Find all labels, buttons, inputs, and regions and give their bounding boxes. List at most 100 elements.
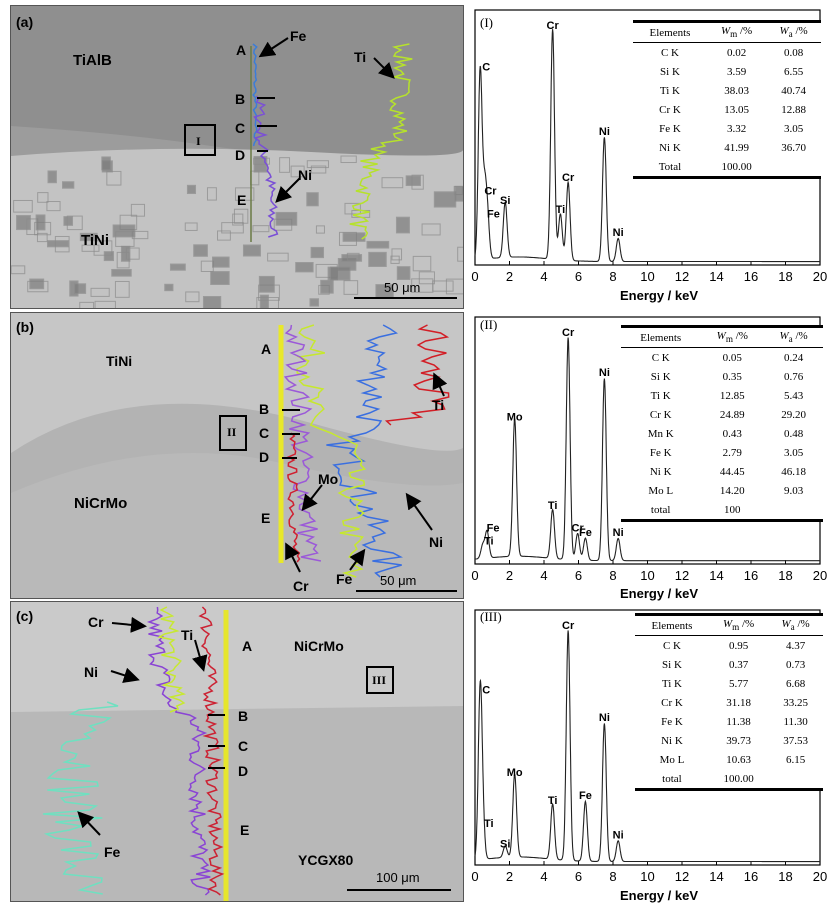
peak-label: Ni [599, 126, 610, 138]
point-label: A [242, 638, 253, 654]
table-row: Fe K 11.38 11.30 [635, 712, 823, 731]
table-cell [768, 769, 823, 790]
phase-label-bottom: NiCrMo [74, 495, 128, 512]
trace-label-fe: Fe [104, 844, 121, 860]
peak-label: Cr [562, 620, 575, 632]
eds-chart-3: 0 2 4 6 8 10 12 14 16 18 20 C Ti Si Mo Ti Cr Fe Ni Ni [471, 609, 827, 884]
point-label: C [235, 120, 246, 136]
peak-label: Ni [613, 527, 624, 539]
table-cell: 6.15 [786, 753, 806, 766]
table-cell: 29.20 [781, 408, 806, 421]
table-cell: 0.48 [783, 427, 804, 440]
x-tick-label: 0 [471, 269, 478, 284]
table-header-row: Elements Wm /% Wa /% [635, 614, 823, 636]
table-row: Mo L 14.20 9.03 [621, 481, 823, 500]
phase-label-bottom: YCGX80 [298, 852, 354, 868]
x-tick-label: 20 [813, 568, 827, 583]
peak-label: Fe [579, 790, 592, 802]
composition-table: Elements Wm /% Wa /% C K 0.95 4.37 Si K 0.37 0.7… [635, 613, 823, 791]
table-cell: Mo L [648, 484, 674, 497]
trace-b-mo [283, 324, 322, 562]
point-label: E [237, 192, 247, 208]
peak-label: Si [500, 839, 510, 851]
peak-label: Cr [562, 327, 575, 339]
table-cell: Mn K [647, 427, 674, 440]
spectrum-line [474, 29, 820, 263]
trace-label-fe: Fe [290, 28, 307, 44]
trace-c-fe [42, 701, 119, 895]
table-cell: 0.37 [728, 658, 749, 671]
table-row: Si K 0.37 0.73 [635, 655, 823, 674]
table-cell: 0.08 [784, 46, 804, 59]
x-tick-label: 8 [609, 269, 616, 284]
table-cell: Cr K [661, 696, 683, 709]
trace-b-ti [384, 324, 450, 426]
point-label: A [236, 42, 247, 58]
table-cell: 10.63 [726, 753, 751, 766]
table-cell: Cr K [649, 408, 672, 421]
peak-label: Cr [572, 522, 585, 534]
table-cell: 0.95 [728, 639, 749, 652]
table-cell: 41.99 [724, 141, 749, 154]
x-tick-label: 12 [675, 869, 689, 884]
table-cell: Fe K [661, 715, 683, 728]
x-tick-label: 14 [709, 869, 723, 884]
peak-label: Ti [548, 795, 558, 807]
table-cell: 100.00 [721, 160, 752, 173]
table-cell: Si K [662, 658, 682, 671]
peak-label: Cr [484, 186, 497, 198]
point-label: B [259, 401, 270, 417]
table-header: Wa /% [781, 618, 810, 633]
trace-label-mo: Mo [318, 471, 339, 487]
table-row: Ti K 5.77 6.68 [635, 674, 823, 693]
table-cell: 33.25 [783, 696, 808, 709]
table-header-row: Elements Wm /% Wa /% [621, 326, 823, 348]
x-tick-label: 20 [813, 269, 827, 284]
table-cell: Si K [660, 65, 680, 78]
table-cell: 46.18 [781, 465, 806, 478]
sem-image-a [11, 6, 463, 308]
eds-spectrum-1: 0 2 4 6 8 10 12 14 16 18 20 C Cr Fe Si Ti Cr Cr Ni Ni (I) E… [470, 5, 830, 305]
table-cell: 11.30 [783, 715, 808, 728]
table-cell: C K [660, 46, 679, 59]
x-tick-label: 16 [744, 568, 758, 583]
box-label: II [227, 425, 237, 439]
sem-panel-a: (a) TiAlB TiNi I A B C D E Fe Ti Ni 50 μ… [10, 5, 464, 309]
point-label: B [235, 91, 246, 107]
x-tick-label: 18 [778, 568, 792, 583]
spectrum-tag: (I) [480, 15, 493, 30]
table-cell: 5.77 [728, 677, 749, 690]
table-cell: total [662, 772, 682, 785]
table-cell: Si K [650, 370, 671, 383]
table-header: Elements [649, 26, 691, 39]
table-cell: Ni K [649, 465, 672, 478]
table-cell: 31.18 [726, 696, 751, 709]
table-cell: 44.45 [719, 465, 745, 478]
peak-label: Mo [507, 411, 523, 423]
table-row: Ni K 41.99 36.70 [633, 138, 821, 157]
x-tick-label: 2 [506, 568, 513, 583]
trace-label-ni: Ni [298, 167, 312, 183]
table-cell: 0.24 [783, 351, 804, 364]
peak-label: Ni [613, 829, 624, 841]
phase-label-top: NiCrMo [294, 638, 344, 654]
table-cell: Mo L [659, 753, 685, 766]
table-row: Cr K 31.18 33.25 [635, 693, 823, 712]
table-cell: C K [651, 351, 670, 364]
composition-table: Elements Wm /% Wa /% C K 0.02 0.08 Si K 3.59 6.5… [633, 20, 821, 179]
trace-label-ni: Ni [429, 534, 443, 550]
point-label: D [259, 449, 270, 465]
spectrum-line [474, 630, 820, 863]
x-tick-label: 2 [506, 269, 513, 284]
table-cell: 0.43 [722, 427, 742, 440]
sem-panel-b: (b) TiNi NiCrMo II A B C D E Ti Mo Ni Cr… [10, 312, 464, 599]
table-cell: 3.05 [784, 122, 804, 135]
table-header: Wa /% [779, 25, 808, 40]
table-cell: 13.05 [724, 103, 749, 116]
x-tick-label: 12 [675, 269, 689, 284]
table-cell: C K [662, 639, 681, 652]
x-tick-label: 2 [506, 869, 513, 884]
table-cell: Ni K [659, 141, 681, 154]
table-cell: Total [658, 160, 682, 173]
